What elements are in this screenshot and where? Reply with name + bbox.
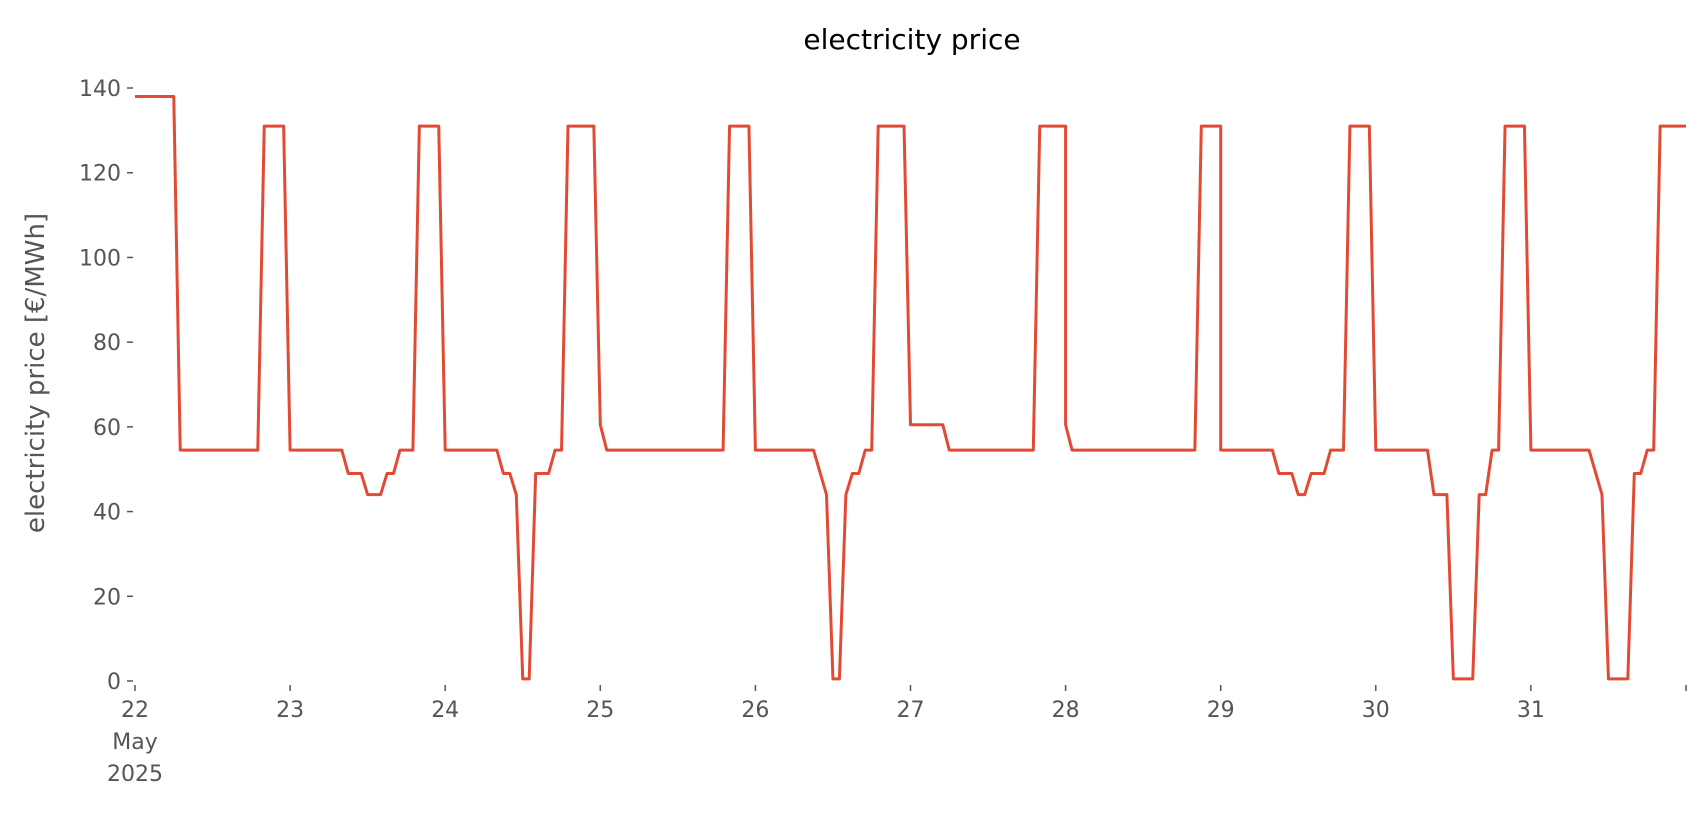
y-tick-label: 80 [93, 331, 121, 356]
y-tick-label: 0 [107, 670, 121, 695]
y-axis: 0 20 40 60 80 100 120 140 [79, 77, 133, 695]
x-tick-label: 27 [897, 698, 925, 723]
x-tick-label: 31 [1517, 698, 1545, 723]
x-tick-label: 23 [276, 698, 304, 723]
x-tick-label: 25 [586, 698, 614, 723]
y-tick-label: 60 [93, 416, 121, 441]
y-tick-label: 120 [79, 162, 121, 187]
x-axis: 22 May 2025 23 24 25 26 27 28 29 30 31 [107, 685, 1687, 787]
y-tick-label: 40 [93, 501, 121, 526]
x-tick-label: 26 [741, 698, 769, 723]
chart-title: electricity price [803, 23, 1020, 56]
x-tick-label: 24 [431, 698, 459, 723]
price-series-line [135, 94, 1686, 681]
x-tick-label: 28 [1052, 698, 1080, 723]
x-tick-label: May [112, 730, 157, 755]
y-tick-label: 20 [93, 585, 121, 610]
y-tick-label: 140 [79, 77, 121, 102]
x-tick-label: 2025 [107, 762, 163, 787]
x-tick-label: 22 [121, 698, 149, 723]
plot-area [135, 94, 1686, 681]
y-tick-label: 100 [79, 246, 121, 271]
x-tick-label: 29 [1207, 698, 1235, 723]
y-axis-label: electricity price [€/MWh] [21, 213, 51, 533]
x-tick-label: 30 [1362, 698, 1390, 723]
